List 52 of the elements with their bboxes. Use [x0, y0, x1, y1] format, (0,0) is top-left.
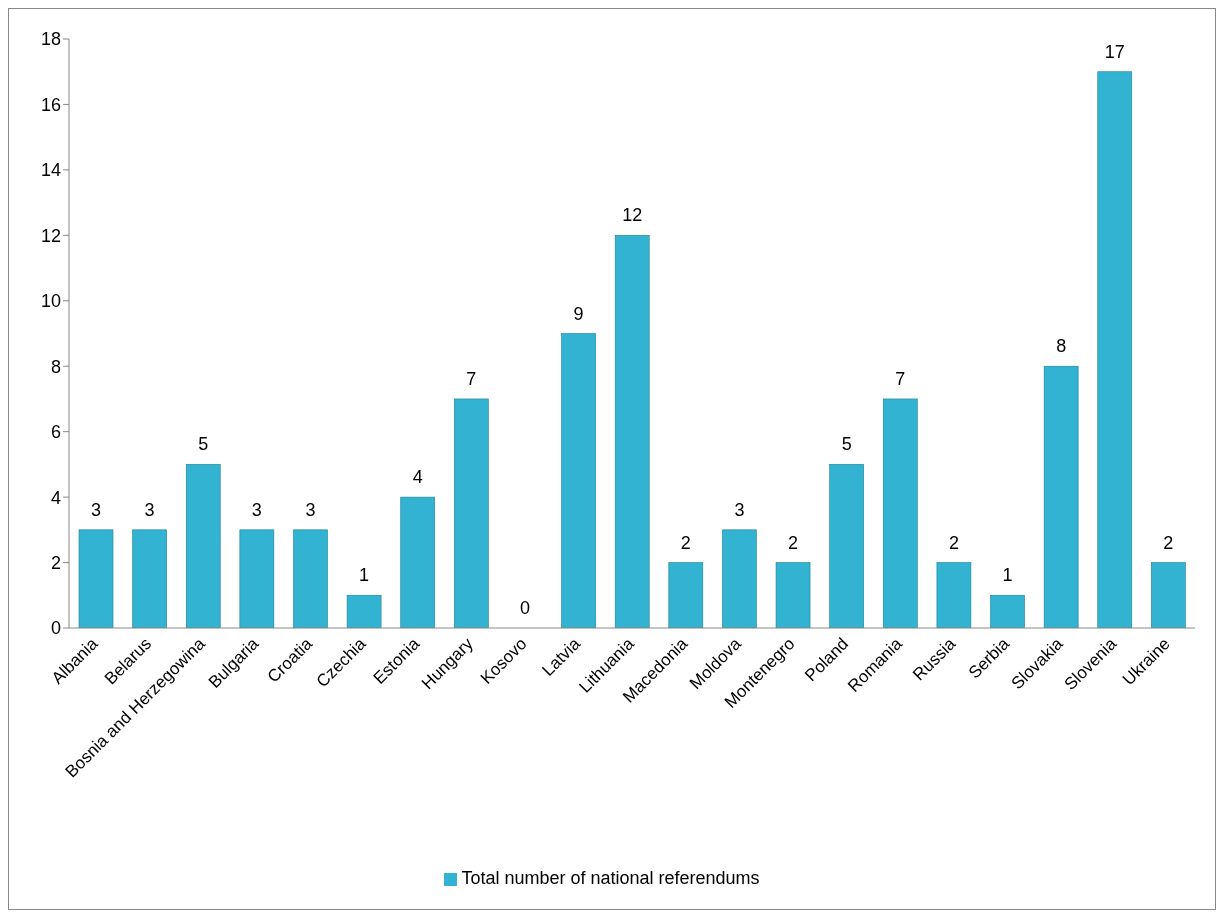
bar [185, 464, 221, 628]
bar [1151, 562, 1186, 628]
y-tick-label: 14 [40, 160, 61, 181]
data-label: 8 [1056, 336, 1067, 357]
data-label: 2 [1163, 532, 1174, 553]
bar [614, 235, 650, 628]
data-label: 3 [144, 499, 155, 520]
data-label: 5 [841, 434, 852, 455]
y-tick-label: 10 [40, 291, 61, 312]
data-label: 4 [412, 467, 423, 488]
bar [936, 562, 972, 628]
data-label: 2 [680, 532, 691, 553]
data-label: 2 [788, 532, 799, 553]
bar [775, 562, 811, 628]
data-label: 3 [734, 499, 745, 520]
bar [454, 398, 489, 628]
bar [882, 398, 918, 628]
y-tick-label: 4 [50, 487, 61, 508]
bar [829, 464, 864, 628]
bar [1097, 71, 1133, 628]
data-label: 1 [359, 565, 370, 586]
bar [1043, 365, 1079, 628]
bar [400, 496, 436, 628]
y-tick-label: 2 [50, 552, 61, 573]
y-tick-label: 18 [40, 29, 61, 50]
bar [78, 529, 114, 628]
data-label: 2 [948, 532, 959, 553]
bar [990, 594, 1025, 628]
y-tick-label: 8 [50, 356, 61, 377]
data-label: 5 [198, 434, 209, 455]
data-label: 1 [1002, 565, 1013, 586]
data-label: 7 [895, 368, 906, 389]
data-label: 17 [1104, 41, 1125, 62]
y-tick-label: 0 [50, 618, 61, 639]
bar [346, 594, 382, 628]
bar [668, 562, 704, 628]
data-label: 3 [251, 499, 262, 520]
bar [293, 529, 328, 628]
data-label: 3 [90, 499, 102, 520]
data-label: 0 [519, 598, 530, 618]
y-tick-label: 16 [40, 94, 61, 115]
bar [132, 529, 167, 628]
data-label: 7 [466, 368, 477, 389]
y-tick-label: 12 [40, 225, 61, 246]
data-label: 9 [573, 303, 584, 324]
bar [722, 529, 757, 628]
y-tick-label: 6 [50, 422, 61, 443]
bar [561, 333, 596, 628]
data-label: 12 [622, 205, 643, 226]
legend-label: Total number of national referendums [461, 868, 760, 888]
bar [239, 529, 275, 628]
data-label: 3 [305, 499, 316, 520]
